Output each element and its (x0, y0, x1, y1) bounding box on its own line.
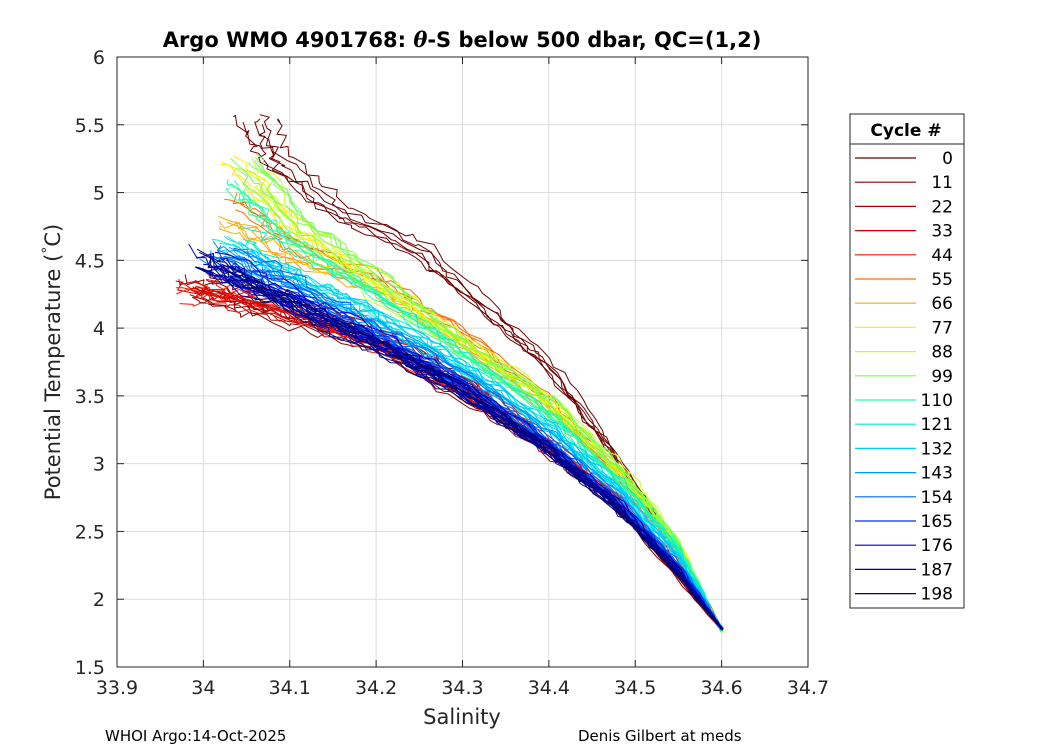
y-tick-label: 4.5 (75, 250, 105, 272)
legend-entries: 0 11 22 33 44 55 66 77 88 99 110 121 132 143 154 165 176… (855, 149, 953, 605)
legend-label-132: 132 (921, 439, 953, 459)
legend: Cycle # 0 11 22 33 44 55 66 77 88 99 110 121 132 143 1… (849, 113, 965, 609)
profile-line-cycle-121 (239, 225, 721, 631)
profile-line-cycle-165 (219, 256, 722, 629)
legend-label-110: 110 (921, 391, 953, 411)
profile-line-cycle-176 (214, 251, 723, 631)
legend-label-66: 66 (931, 294, 953, 314)
legend-label-0: 0 (942, 149, 953, 169)
x-tick-label: 34.6 (700, 677, 742, 699)
profile-line-cycle-187 (221, 263, 723, 629)
legend-label-55: 55 (931, 270, 953, 290)
y-tick-label: 2 (93, 589, 105, 611)
legend-label-165: 165 (921, 512, 953, 532)
x-tick-label: 34.5 (614, 677, 656, 699)
chart-title: Argo WMO 4901768: θ-S below 500 dbar, QC… (163, 27, 762, 52)
legend-label-154: 154 (921, 488, 953, 508)
x-axis-ticks: 33.9 34 34.1 34.2 34.3 34.4 34.5 34.6 34.7 (96, 57, 829, 699)
legend-label-143: 143 (921, 464, 953, 484)
profile-line-cycle-0 (242, 121, 722, 630)
legend-label-33: 33 (931, 222, 953, 242)
y-tick-label: 3 (93, 454, 105, 476)
profile-line-cycle-198 (196, 248, 724, 630)
y-tick-label: 3.5 (75, 386, 105, 408)
legend-box (849, 113, 965, 609)
legend-label-11: 11 (931, 173, 953, 193)
legend-label-44: 44 (931, 246, 953, 266)
y-tick-label: 6 (93, 47, 105, 69)
legend-label-22: 22 (931, 197, 953, 217)
y-axis-ticks: 1.5 2 2.5 3 3.5 4 4.5 5 5.5 6 (75, 47, 808, 679)
legend-label-99: 99 (931, 367, 953, 387)
y-tick-label: 2.5 (75, 521, 105, 543)
x-tick-label: 34.3 (441, 677, 483, 699)
series-layer (175, 114, 724, 634)
profile-line-cycle-0 (276, 118, 721, 630)
profile-line-cycle-99 (255, 153, 722, 633)
profile-line-cycle-187 (211, 281, 723, 629)
y-tick-label: 1.5 (75, 657, 105, 679)
legend-label-198: 198 (921, 585, 953, 605)
x-tick-label: 34 (191, 677, 215, 699)
x-tick-label: 33.9 (96, 677, 138, 699)
x-axis-label: Salinity (423, 705, 501, 729)
profile-line-cycle-88 (241, 168, 722, 633)
legend-label-176: 176 (921, 536, 953, 556)
profile-line-cycle-154 (233, 247, 723, 631)
footer-credit-right: Denis Gilbert at meds (578, 727, 742, 745)
legend-label-77: 77 (931, 318, 953, 338)
y-tick-label: 4 (93, 318, 105, 340)
legend-label-88: 88 (931, 343, 953, 363)
x-tick-label: 34.1 (269, 677, 311, 699)
x-tick-label: 34.7 (787, 677, 829, 699)
legend-label-187: 187 (921, 560, 953, 580)
profile-line-cycle-110 (225, 188, 723, 631)
profile-line-cycle-99 (255, 160, 721, 632)
legend-label-121: 121 (921, 415, 953, 435)
legend-title: Cycle # (870, 121, 941, 141)
profile-line-cycle-132 (232, 249, 723, 630)
x-tick-label: 34.2 (355, 677, 397, 699)
x-tick-label: 34.4 (528, 677, 570, 699)
profile-line-cycle-198 (209, 266, 722, 629)
footer-credit-left: WHOI Argo:14-Oct-2025 (105, 727, 286, 745)
y-tick-label: 5.5 (75, 115, 105, 137)
y-axis-label: Potential Temperature (°C) (40, 224, 65, 500)
y-tick-label: 5 (93, 183, 105, 205)
profile-line-cycle-110 (226, 178, 723, 631)
